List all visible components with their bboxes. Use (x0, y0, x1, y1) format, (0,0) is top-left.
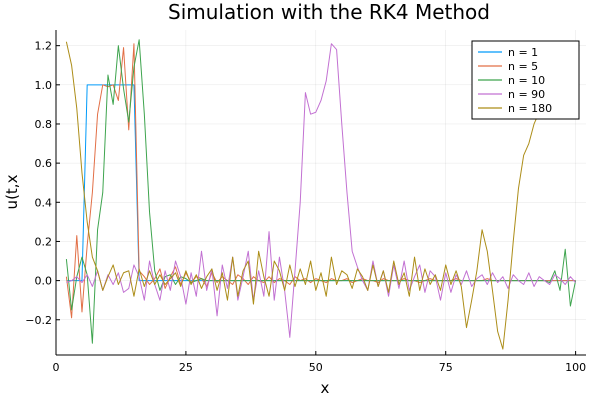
y-tick-label: 0.2 (35, 235, 53, 248)
x-tick-label: 0 (53, 361, 60, 374)
x-tick-label: 100 (565, 361, 586, 374)
y-tick-label: 1.0 (35, 79, 53, 92)
y-tick-label: −0.2 (25, 314, 52, 327)
legend: n = 1n = 5n = 10n = 90n = 180 (471, 40, 580, 120)
legend-entry: n = 1 (508, 46, 538, 59)
x-tick-label: 25 (179, 361, 193, 374)
x-axis-label: x (321, 379, 330, 397)
series-line-n-180 (65, 41, 576, 350)
legend-entry: n = 180 (508, 102, 552, 115)
y-tick-label: 0.6 (35, 157, 53, 170)
y-tick-label: 0.4 (35, 196, 53, 209)
x-tick-label: 50 (309, 361, 323, 374)
y-tick-label: 0.8 (35, 118, 53, 131)
x-tick-label: 75 (439, 361, 453, 374)
plot-lines (65, 39, 577, 350)
legend-entry: n = 5 (508, 60, 538, 73)
legend-entry: n = 10 (508, 74, 545, 87)
axes (55, 30, 586, 356)
y-tick-label: 0.0 (35, 275, 53, 288)
tick-labels: 0 25 50 75 100 −0.2 0.0 0.2 0.4 0.6 0.8 1.0 1.2 (25, 40, 586, 374)
y-tick-label: 1.2 (35, 40, 53, 53)
chart-title: Simulation with the RK4 Method (168, 0, 490, 24)
y-axis-label: u(t,x (3, 174, 21, 209)
legend-entry: n = 90 (508, 88, 545, 101)
